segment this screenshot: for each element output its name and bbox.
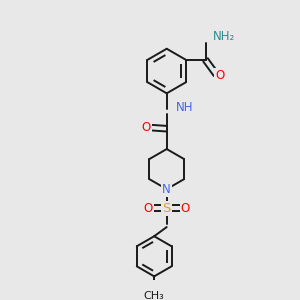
Text: O: O (143, 202, 153, 214)
Text: NH: NH (176, 101, 193, 114)
Text: S: S (163, 202, 171, 214)
Text: O: O (142, 121, 151, 134)
Text: O: O (181, 202, 190, 214)
Text: CH₃: CH₃ (144, 291, 165, 300)
Text: N: N (162, 183, 171, 196)
Text: O: O (215, 69, 224, 82)
Text: NH₂: NH₂ (213, 30, 236, 43)
